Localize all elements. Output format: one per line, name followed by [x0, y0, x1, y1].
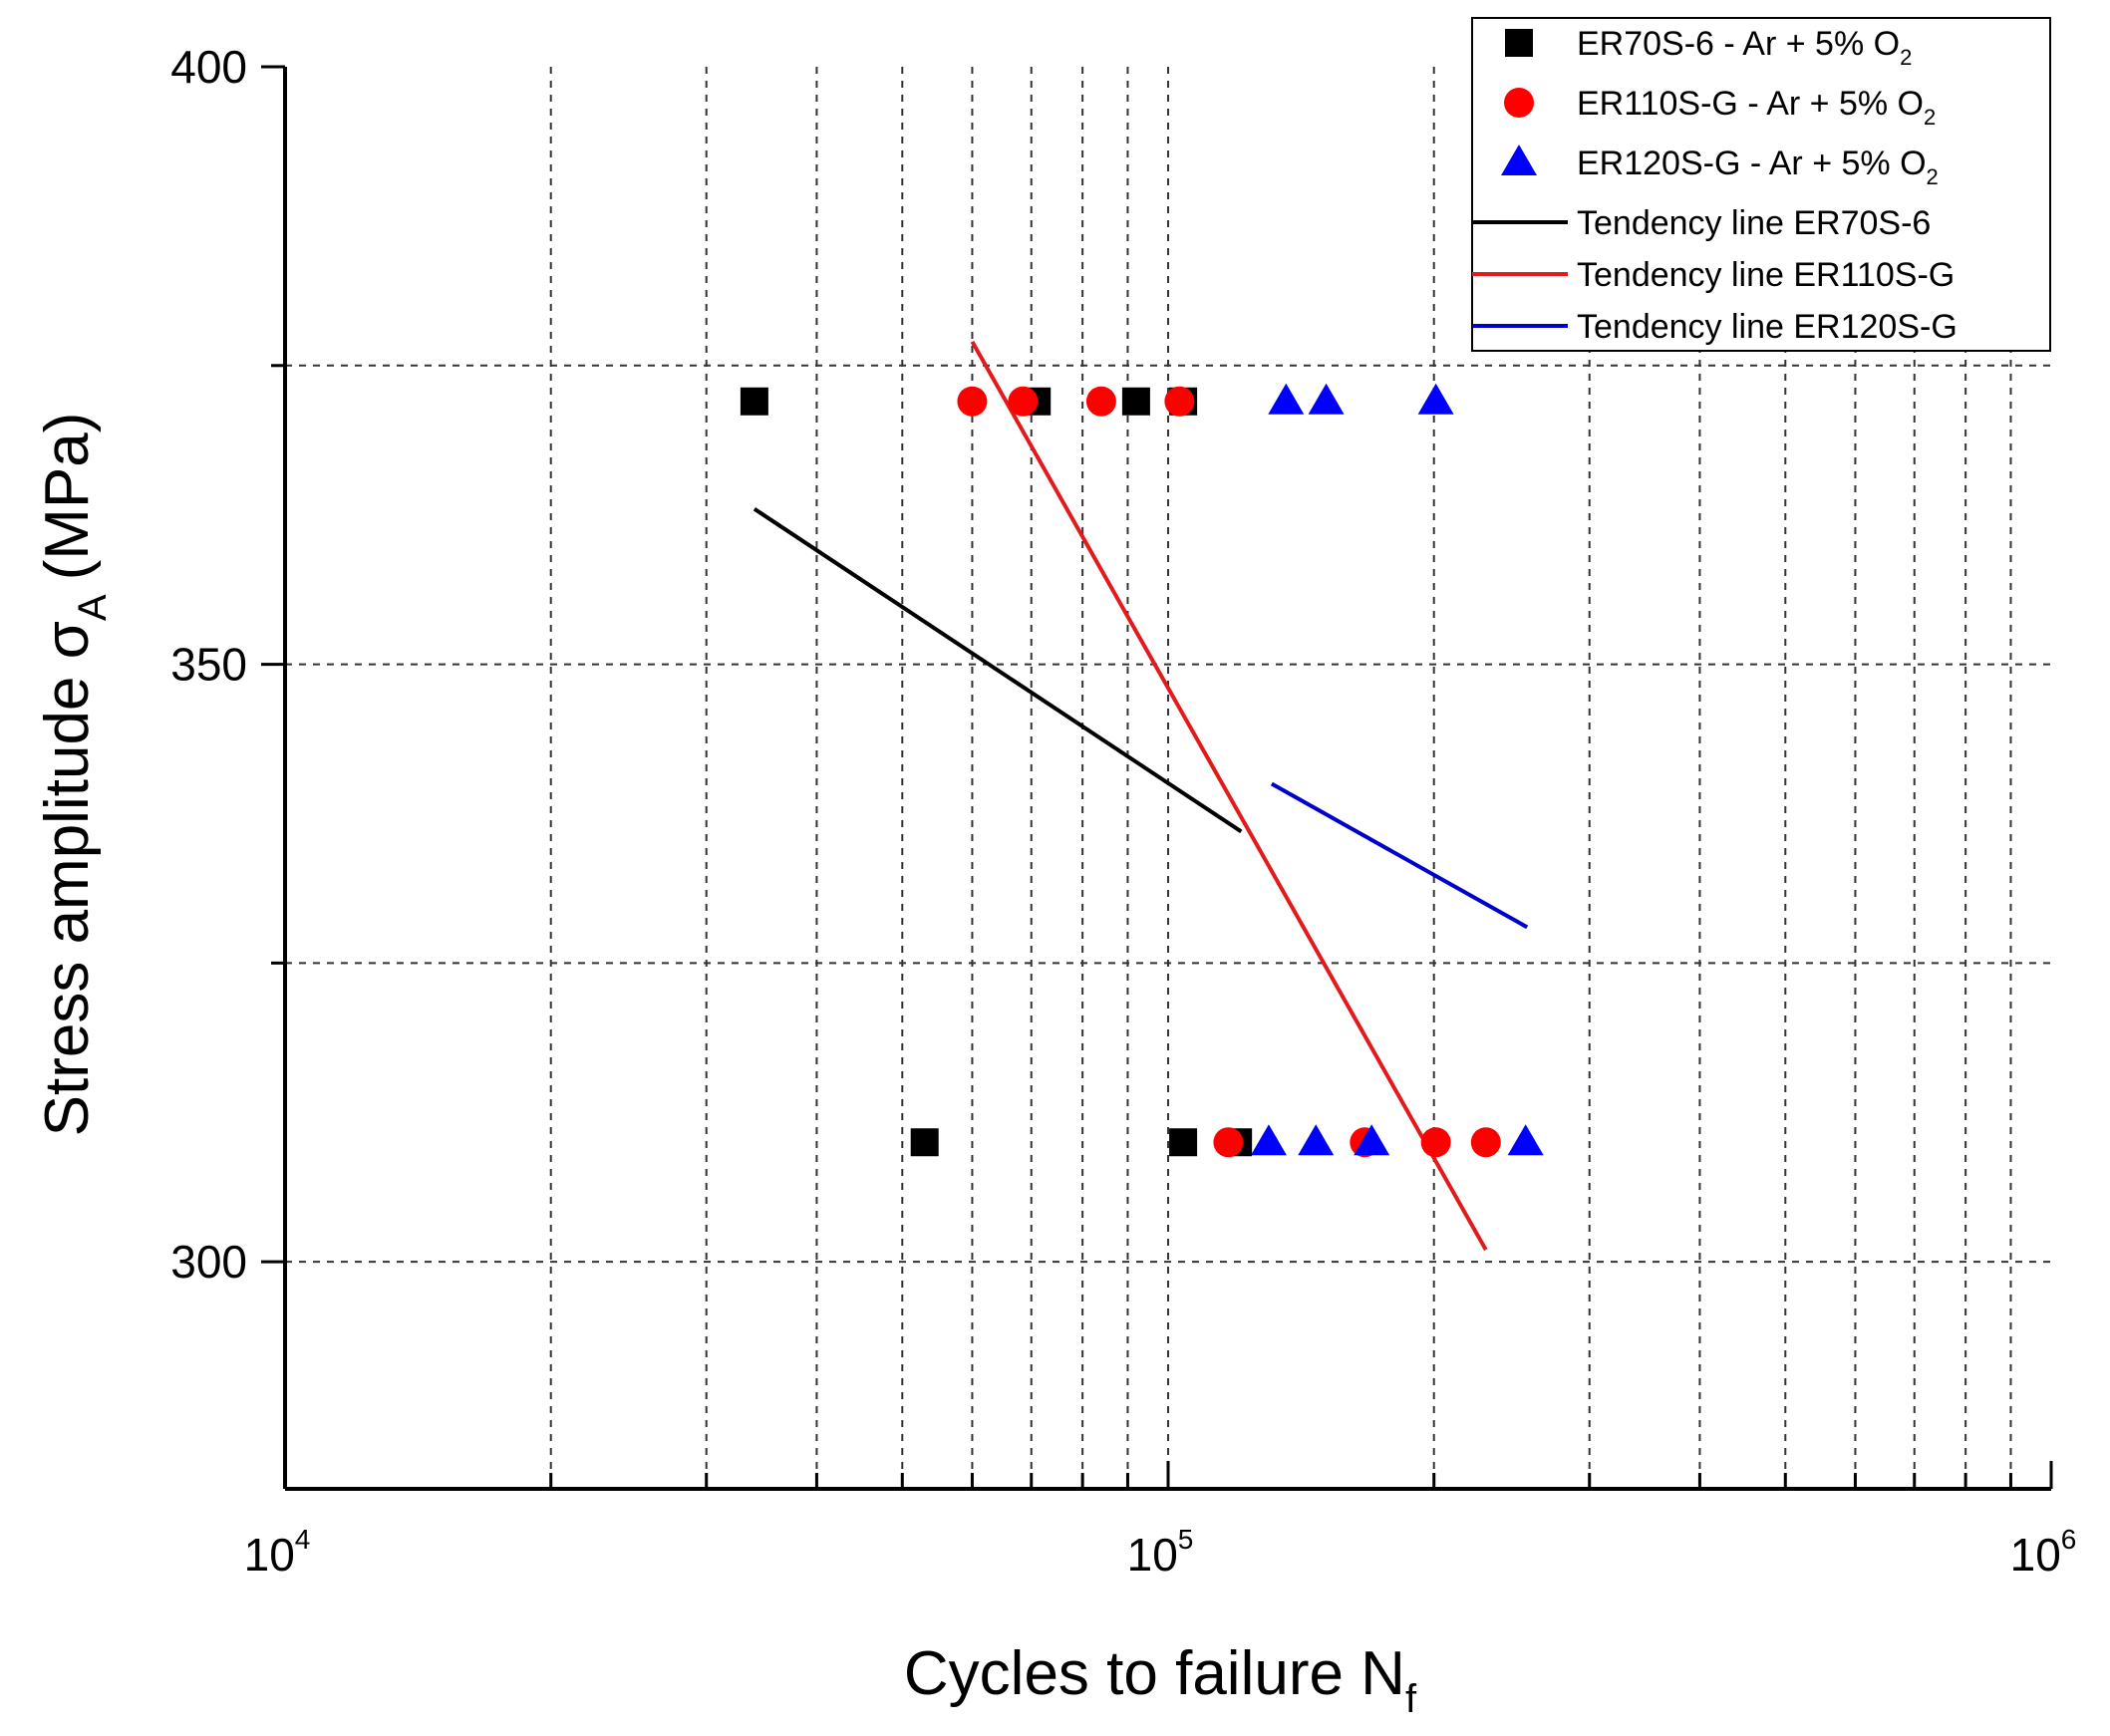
x-tick-label: 104: [244, 1524, 311, 1581]
point-triangle-er120s-g: [1507, 1124, 1544, 1156]
point-square-er70s-6: [910, 1128, 939, 1157]
y-axis-title: Stress amplitude σA (MPa): [33, 413, 115, 1137]
y-tick-label: 350: [170, 639, 247, 691]
legend-label-tendency-line-er120s-g: Tendency line ER120S-G: [1577, 308, 1958, 346]
data-points: [740, 383, 1544, 1158]
tendency-lines: [753, 340, 1529, 1252]
legend-label-text: ER70S-6 - Ar + 5% O: [1577, 25, 1900, 63]
legend-label-er70s-6-ar-5-o: ER70S-6 - Ar + 5% O2: [1577, 25, 1912, 70]
x-axis-title: Cycles to failure Nf: [904, 1639, 1417, 1721]
point-triangle-er120s-g: [1298, 1124, 1335, 1156]
legend-label-er120s-g-ar-5-o: ER120S-G - Ar + 5% O2: [1577, 145, 1939, 189]
legend-label-text: ER120S-G - Ar + 5% O: [1577, 145, 1927, 182]
legend-box: [1471, 17, 2051, 352]
point-circle-er110s-g: [1420, 1127, 1451, 1158]
x-tick-label: 106: [2010, 1524, 2077, 1581]
axes: [261, 65, 2053, 1491]
grid: [285, 67, 2051, 1489]
legend-marker-triangle: [1501, 145, 1537, 175]
x-tick-base: 10: [1127, 1529, 1178, 1581]
y-tick-label: 400: [170, 41, 247, 93]
point-circle-er110s-g: [1008, 386, 1039, 417]
series-line-tendency-line-er70s-6: [753, 507, 1243, 834]
legend-label-text: Tendency line ER110S-G: [1577, 256, 1955, 294]
legend-marker-circle: [1504, 88, 1534, 118]
y-tick-label: 300: [170, 1236, 247, 1288]
point-triangle-er120s-g: [1308, 383, 1345, 415]
x-axis-title-sub: f: [1405, 1677, 1417, 1721]
x-tick-base: 10: [244, 1529, 295, 1581]
legend-label-tendency-line-er110s-g: Tendency line ER110S-G: [1577, 256, 1955, 294]
point-circle-er110s-g: [1213, 1127, 1244, 1158]
point-triangle-er120s-g: [1354, 1124, 1390, 1156]
point-square-er70s-6: [740, 387, 768, 416]
legend-label-subscript: 2: [1924, 105, 1936, 130]
x-axis-title-main: Cycles to failure N: [904, 1639, 1405, 1708]
series-line-tendency-line-er110s-g: [970, 340, 1488, 1252]
y-axis-title-main: Stress amplitude σ: [33, 621, 102, 1136]
x-tick-label: 105: [1127, 1524, 1194, 1581]
x-tick-exponent: 5: [1178, 1524, 1194, 1555]
legend-label-tendency-line-er70s-6: Tendency line ER70S-6: [1577, 204, 1931, 242]
legend-label-er110s-g-ar-5-o: ER110S-G - Ar + 5% O2: [1577, 85, 1936, 130]
legend-label-subscript: 2: [1927, 164, 1939, 189]
legend-label-text: ER110S-G - Ar + 5% O: [1577, 85, 1924, 123]
legend-label-text: Tendency line ER70S-6: [1577, 204, 1931, 242]
point-circle-er110s-g: [957, 386, 988, 417]
legend-label-text: Tendency line ER120S-G: [1577, 308, 1958, 346]
point-square-er70s-6: [1121, 387, 1150, 416]
point-circle-er110s-g: [1164, 386, 1195, 417]
x-tick-exponent: 6: [2061, 1524, 2077, 1555]
x-tick-base: 10: [2010, 1529, 2061, 1581]
x-tick-exponent: 4: [295, 1524, 311, 1555]
point-triangle-er120s-g: [1417, 383, 1454, 415]
legend-label-subscript: 2: [1900, 45, 1912, 70]
y-axis-title-sub: A: [71, 594, 115, 621]
point-circle-er110s-g: [1470, 1127, 1501, 1158]
point-square-er70s-6: [1169, 1128, 1198, 1157]
y-axis-title-unit: (MPa): [33, 413, 102, 581]
point-triangle-er120s-g: [1250, 1124, 1287, 1156]
point-triangle-er120s-g: [1268, 383, 1305, 415]
series-line-tendency-line-er120s-g: [1270, 781, 1529, 930]
legend-marker-square: [1505, 29, 1533, 57]
point-circle-er110s-g: [1085, 386, 1116, 417]
